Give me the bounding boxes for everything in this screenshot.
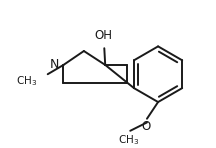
Text: CH$_3$: CH$_3$ — [16, 74, 38, 88]
Text: N: N — [49, 58, 59, 71]
Text: OH: OH — [94, 29, 112, 42]
Text: O: O — [141, 120, 151, 133]
Text: CH$_3$: CH$_3$ — [118, 133, 139, 147]
